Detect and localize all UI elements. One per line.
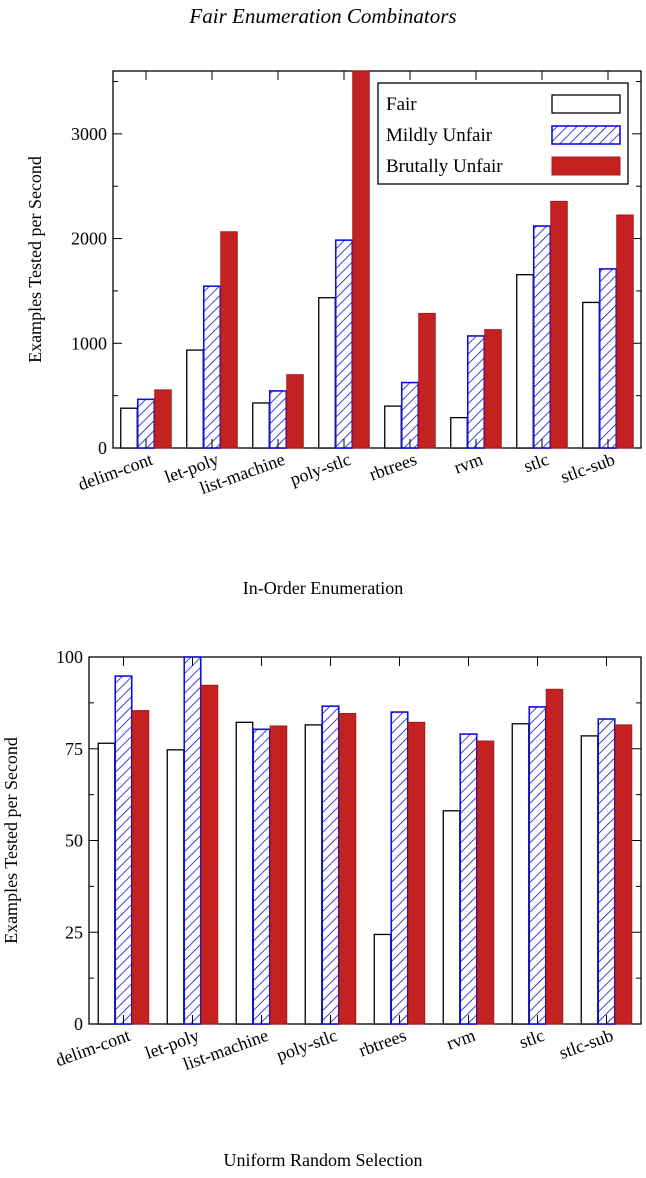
x-tick-label: delim-cont <box>75 449 155 494</box>
brutally-unfair-bar <box>614 724 633 1025</box>
brutally-unfair-bar <box>616 214 634 449</box>
fair-bar <box>166 749 185 1025</box>
mildly-unfair-bar <box>528 706 547 1025</box>
brutally-unfair-swatch <box>551 156 621 176</box>
legend-label: Fair <box>386 94 417 115</box>
fair-bar <box>450 416 468 449</box>
mildly-unfair-bar <box>252 728 271 1025</box>
y-tick-label: 50 <box>65 831 83 851</box>
y-tick-label: 2000 <box>71 229 107 249</box>
x-tick-label: rvm <box>451 449 485 478</box>
x-tick-label: rbtrees <box>356 1025 409 1061</box>
fair-swatch <box>551 94 621 114</box>
fair-bar <box>304 724 323 1025</box>
y-axis-label: Examples Tested per Second <box>1 737 21 944</box>
brutally-unfair-bar <box>286 374 304 449</box>
brutally-unfair-bar <box>269 725 288 1025</box>
brutally-unfair-bar <box>131 710 150 1025</box>
brutally-unfair-bar <box>545 688 564 1025</box>
fair-bar <box>384 405 402 449</box>
mildly-unfair-bar <box>183 656 202 1025</box>
mildly-unfair-bar <box>597 718 616 1025</box>
y-tick-label: 3000 <box>71 124 107 144</box>
fair-bar <box>582 301 600 449</box>
x-tick-label: delim-cont <box>53 1025 133 1070</box>
x-tick-label: stlc <box>521 449 551 476</box>
fair-bar <box>373 933 392 1025</box>
mildly-unfair-bar <box>334 239 354 449</box>
legend-label: Mildly Unfair <box>386 125 493 146</box>
fair-bar <box>97 742 116 1025</box>
fair-bar <box>516 274 534 449</box>
x-tick-label: stlc-sub <box>558 449 617 487</box>
plot-frame <box>112 70 642 449</box>
mildly-unfair-bar <box>532 225 552 449</box>
fair-bar <box>120 407 138 449</box>
legend-label: Brutally Unfair <box>386 156 503 177</box>
mildly-unfair-bar <box>466 335 486 449</box>
y-tick-label: 0 <box>74 1014 83 1034</box>
y-axis-label: Examples Tested per Second <box>25 156 45 363</box>
chart-caption-uniform-random: Uniform Random Selection <box>223 1150 423 1170</box>
brutally-unfair-bar <box>352 70 370 449</box>
fair-bar <box>252 402 270 449</box>
y-tick-label: 1000 <box>71 333 107 353</box>
y-tick-label: 75 <box>65 739 83 759</box>
brutally-unfair-bar <box>484 329 502 449</box>
chart-in-order-enumeration: 0 1000 2000 3000 Examples Tested per Second d… <box>25 70 642 498</box>
fair-bar <box>235 721 254 1025</box>
fair-bar <box>186 349 204 449</box>
mildly-unfair-bar <box>321 705 340 1025</box>
fair-bar <box>511 723 530 1025</box>
fair-bar <box>580 735 599 1025</box>
mildly-unfair-bar <box>400 381 420 449</box>
mildly-unfair-swatch <box>551 125 621 145</box>
brutally-unfair-bar <box>200 684 219 1025</box>
y-tick-label: 100 <box>56 647 83 667</box>
mildly-unfair-bar <box>114 675 133 1025</box>
brutally-unfair-bar <box>220 231 238 449</box>
y-tick-label: 25 <box>65 922 83 942</box>
y-tick-label: 0 <box>98 438 107 458</box>
mildly-unfair-bar <box>598 268 618 449</box>
x-tick-label: stlc <box>517 1025 547 1052</box>
chart-caption-in-order: In-Order Enumeration <box>242 578 404 598</box>
x-tick-label: poly-stlc <box>287 449 353 489</box>
brutally-unfair-bar <box>154 389 172 449</box>
x-tick-label: rbtrees <box>366 449 419 485</box>
brutally-unfair-bar <box>418 312 436 449</box>
brutally-unfair-bar <box>476 740 495 1025</box>
chart-uniform-random-selection: 0 25 50 75 100 Examples Tested per Second deli… <box>1 647 642 1074</box>
x-tick-label: stlc-sub <box>556 1025 615 1063</box>
fair-bar <box>318 297 336 449</box>
mildly-unfair-bar <box>202 285 222 449</box>
brutally-unfair-bar <box>338 713 357 1025</box>
mildly-unfair-bar <box>459 733 478 1025</box>
fair-bar <box>442 810 461 1025</box>
x-tick-label: rvm <box>444 1025 478 1054</box>
figure-title: Fair Enumeration Combinators <box>189 4 457 28</box>
brutally-unfair-bar <box>550 200 568 449</box>
mildly-unfair-bar <box>390 711 409 1025</box>
x-tick-label: poly-stlc <box>274 1025 340 1065</box>
brutally-unfair-bar <box>407 721 426 1025</box>
